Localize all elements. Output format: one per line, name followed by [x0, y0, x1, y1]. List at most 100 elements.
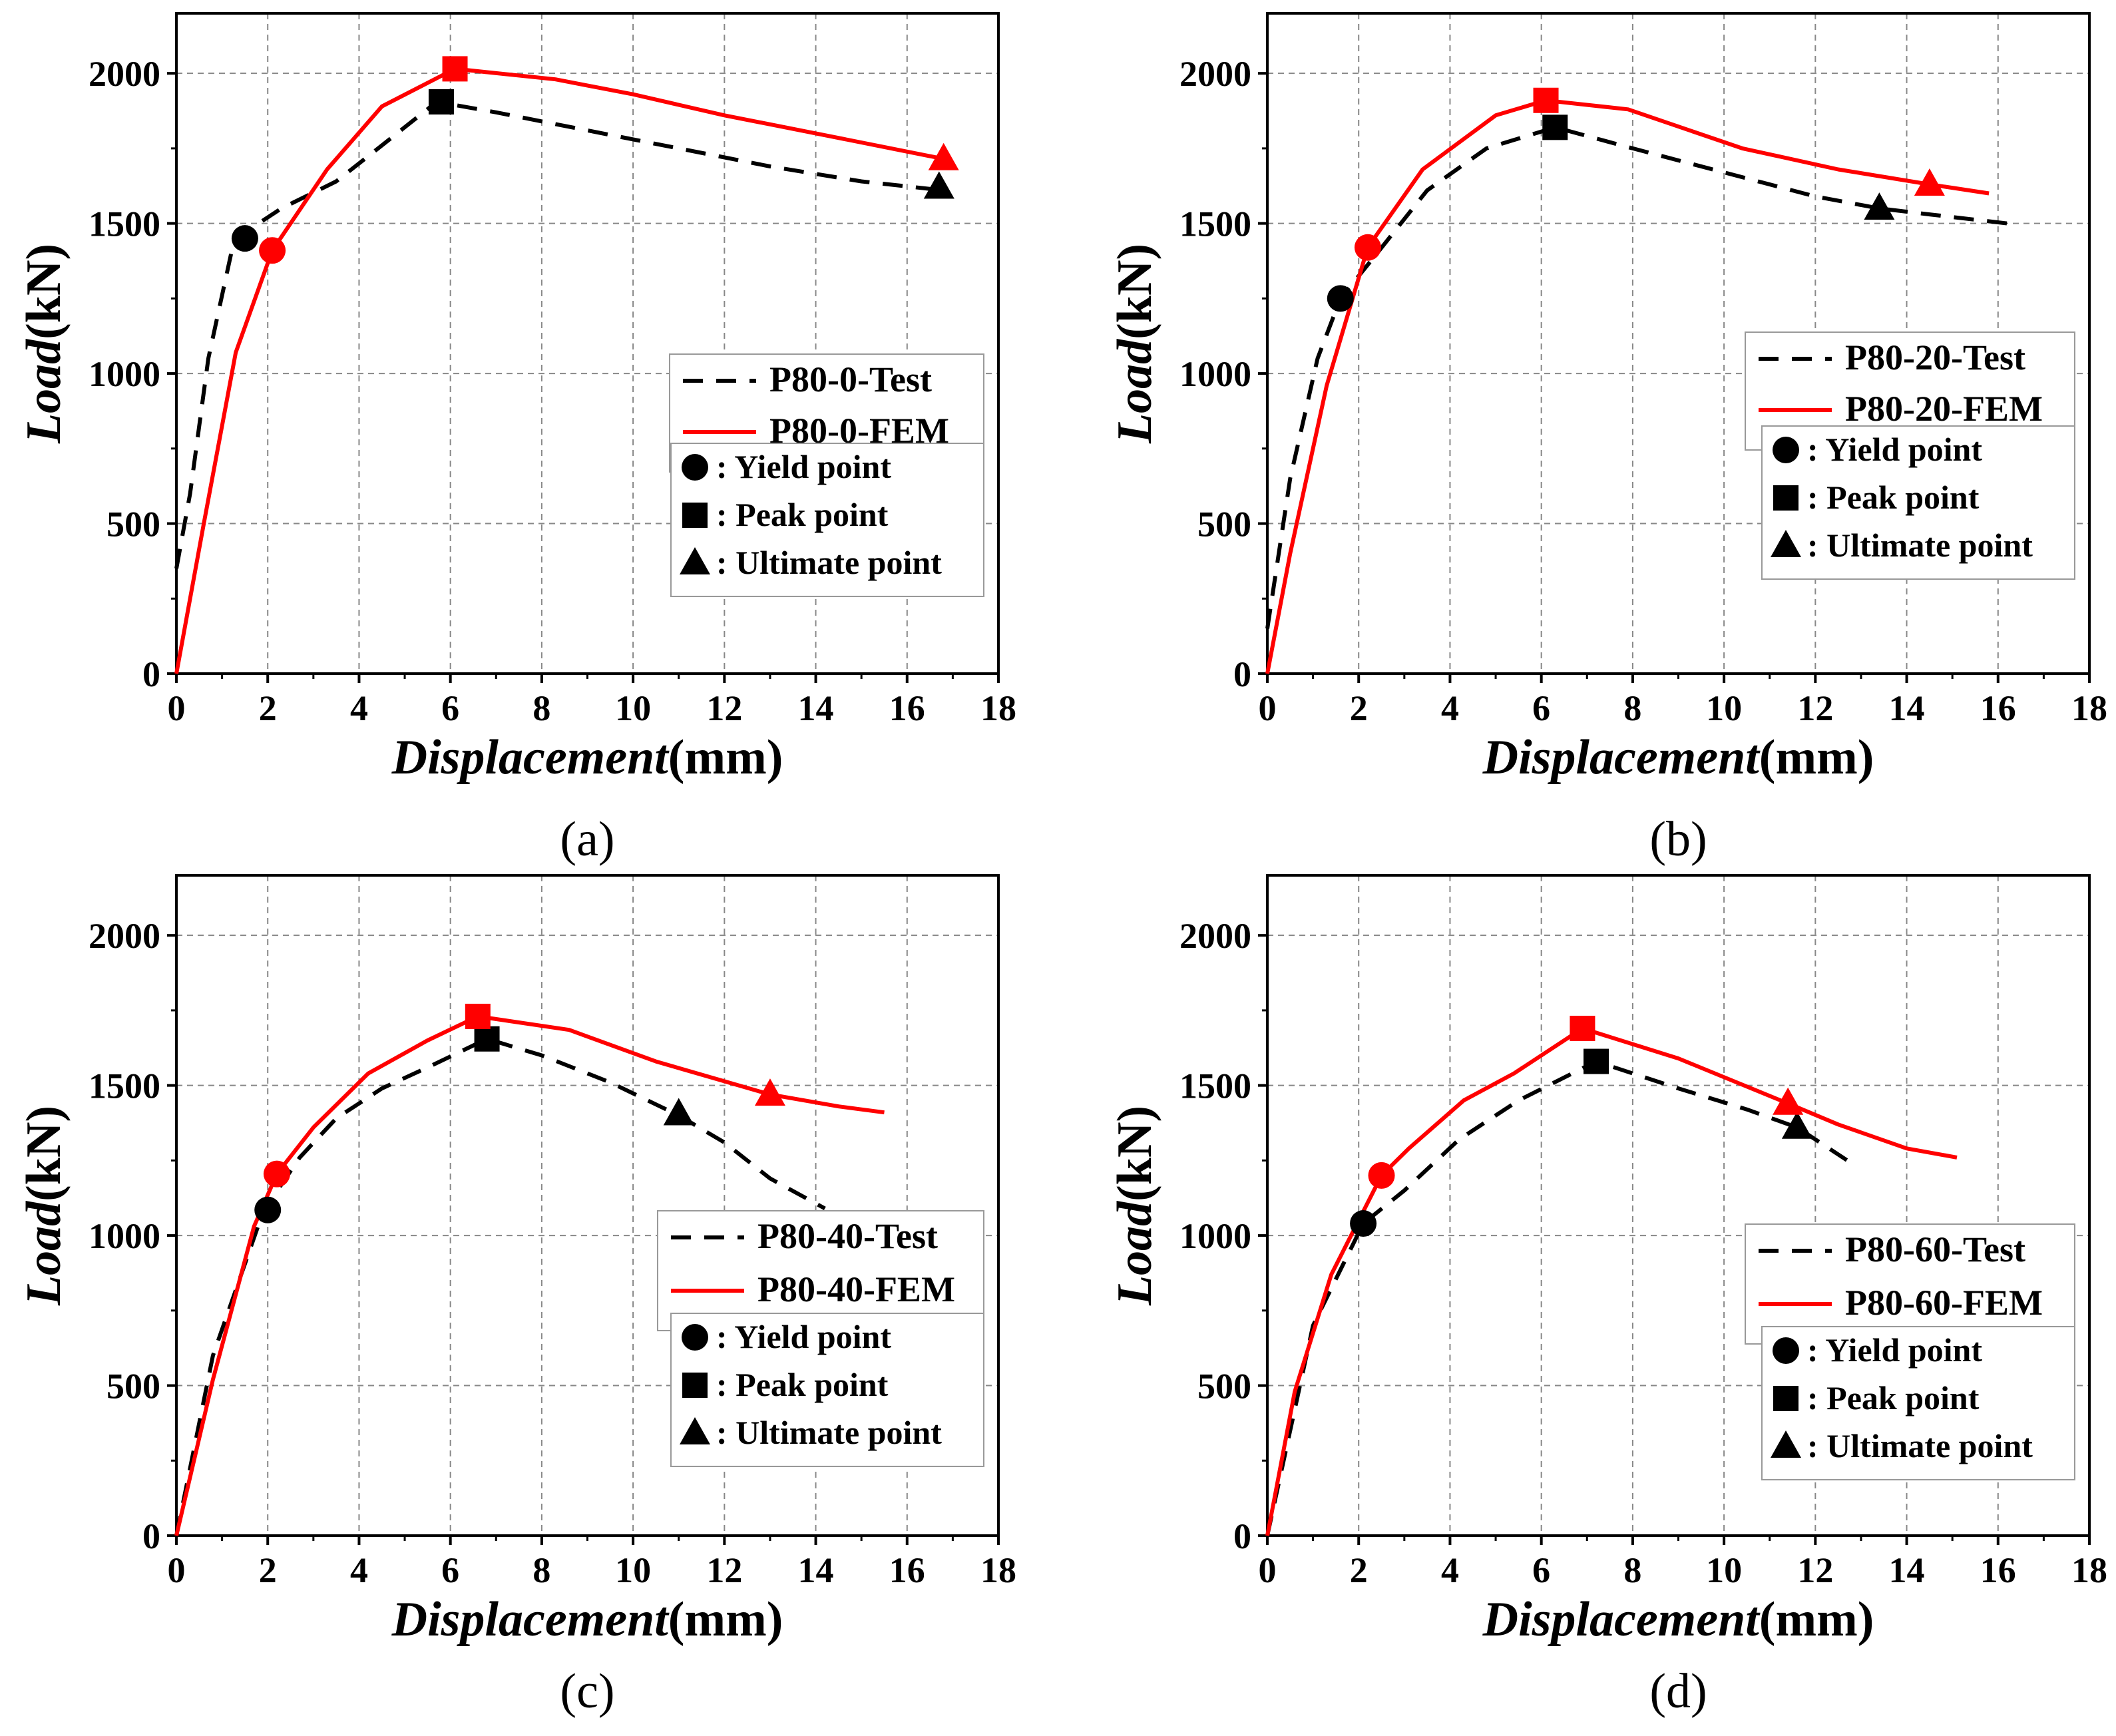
legend-yield-label: : Yield point: [1807, 1331, 1982, 1369]
peak-marker-fem: [442, 56, 468, 82]
legend-peak-marker: [682, 1373, 708, 1398]
legend-ultimate-label: : Ultimate point: [716, 544, 942, 581]
x-axis-label-italic: Displacement: [391, 1592, 670, 1647]
yield-marker-fem: [263, 1160, 290, 1188]
legend-label-test: P80-20-Test: [1845, 337, 2025, 377]
y-axis-label-italic: Load: [1108, 339, 1162, 444]
x-tick-label: 10: [1706, 688, 1742, 728]
peak-marker-test: [1584, 1048, 1609, 1074]
x-tick-label: 18: [2071, 1550, 2107, 1590]
y-tick-label: 1500: [1179, 1066, 1251, 1106]
legend-label-fem: P80-20-FEM: [1845, 389, 2043, 429]
x-tick-label: 4: [350, 688, 368, 728]
x-tick-label: 10: [615, 688, 651, 728]
x-tick-label: 6: [441, 1550, 459, 1590]
y-tick-label: 1500: [89, 204, 160, 244]
y-axis-label: Load(kN): [1108, 244, 1162, 444]
peak-marker-test: [474, 1026, 500, 1052]
legend-label-test: P80-0-Test: [769, 359, 932, 399]
panel-c: 0 2 4 6 8 10 12 14 16 18 0 500 1000 1500 2000 Displacem…: [17, 874, 1016, 1719]
y-axis-label: Load(kN): [17, 1106, 71, 1306]
y-tick-label: 0: [1233, 654, 1251, 694]
ultimate-marker-test: [923, 171, 954, 199]
x-tick-label: 10: [1706, 1550, 1742, 1590]
ultimate-marker-fem: [1914, 168, 1945, 196]
y-tick-label: 1000: [1179, 354, 1251, 394]
x-tick-label: 16: [1980, 1550, 2016, 1590]
x-axis-label: Displacement(mm): [1482, 730, 1874, 785]
x-axis-label-italic: Displacement: [1482, 1592, 1761, 1647]
legend-label-fem: P80-60-FEM: [1845, 1283, 2043, 1323]
ultimate-marker-fem: [928, 142, 959, 170]
peak-marker-test: [1542, 114, 1568, 140]
legend-yield-marker: [1773, 437, 1799, 463]
y-axis-label-unit: (kN): [17, 244, 71, 339]
y-axis-label-italic: Load: [1108, 1201, 1162, 1306]
legend-label-test: P80-60-Test: [1845, 1229, 2025, 1269]
panel-b: 0 2 4 6 8 10 12 14 16 18 0 500 1000 1500 2000 Displacem…: [1108, 12, 2107, 867]
x-tick-label: 14: [798, 688, 834, 728]
series-line-fem: [174, 67, 945, 674]
x-axis-label-unit: (mm): [1759, 730, 1874, 785]
series-line-fem: [1265, 98, 1990, 674]
x-tick-label: 18: [2071, 688, 2107, 728]
ultimate-marker-fem: [1773, 1087, 1804, 1115]
yield-marker-test: [231, 225, 258, 252]
yield-marker-fem: [1368, 1162, 1395, 1189]
x-tick-label: 12: [1797, 688, 1833, 728]
yield-marker-test: [1327, 285, 1354, 312]
legend-peak-label: : Peak point: [716, 1366, 889, 1403]
legend-peak-label: : Peak point: [1807, 1379, 1980, 1416]
x-tick-label: 6: [441, 688, 459, 728]
panel-caption: (a): [560, 812, 614, 867]
panel-a: 0 2 4 6 8 10 12 14 16 18 0 500 1000 1500 2000 Displacem…: [17, 12, 1016, 867]
legend-ultimate-marker: [680, 1417, 710, 1444]
legend-peak-label: : Peak point: [1807, 479, 1980, 516]
x-tick-label: 8: [532, 1550, 550, 1590]
series-line-test: [1265, 125, 2008, 629]
x-tick-label: 0: [1259, 688, 1277, 728]
x-tick-label: 0: [168, 1550, 186, 1590]
y-tick-label: 1000: [89, 1216, 160, 1256]
legend-ultimate-marker: [1771, 530, 1801, 557]
x-tick-label: 2: [1350, 688, 1368, 728]
yield-marker-test: [254, 1196, 282, 1223]
legend-yield-marker: [1773, 1337, 1799, 1364]
x-tick-label: 18: [980, 688, 1016, 728]
legend-label-fem: P80-40-FEM: [757, 1269, 955, 1309]
x-tick-label: 8: [532, 688, 550, 728]
x-axis-label-unit: (mm): [668, 1592, 783, 1647]
ultimate-marker-test: [663, 1098, 694, 1126]
x-axis-label: Displacement(mm): [391, 730, 783, 785]
yield-marker-fem: [259, 237, 286, 264]
series-legend: [657, 1210, 984, 1331]
series-legend: [1745, 1223, 2075, 1345]
x-tick-label: 0: [168, 688, 186, 728]
x-axis-label: Displacement(mm): [1482, 1592, 1874, 1647]
legend-ultimate-marker: [1771, 1430, 1801, 1458]
marker-legend: [670, 443, 984, 597]
yield-marker-fem: [1354, 234, 1381, 261]
y-tick-label: 0: [1233, 1516, 1251, 1556]
yield-marker-test: [1350, 1210, 1377, 1237]
x-tick-label: 6: [1532, 1550, 1550, 1590]
legend-yield-marker: [682, 1324, 708, 1351]
x-tick-label: 6: [1532, 688, 1550, 728]
y-tick-label: 2000: [1179, 916, 1251, 956]
ultimate-marker-fem: [754, 1078, 785, 1106]
y-axis-label-unit: (kN): [1108, 244, 1162, 339]
peak-marker-fem: [465, 1003, 491, 1029]
y-axis-label: Load(kN): [17, 244, 71, 444]
legend-yield-marker: [682, 454, 708, 481]
x-tick-label: 2: [259, 1550, 277, 1590]
peak-marker-fem: [1533, 87, 1559, 113]
x-tick-label: 8: [1623, 688, 1641, 728]
x-axis-label-italic: Displacement: [391, 730, 670, 785]
y-tick-label: 0: [142, 654, 160, 694]
y-axis-label-unit: (kN): [1108, 1106, 1162, 1201]
y-tick-label: 1500: [89, 1066, 160, 1106]
y-tick-label: 2000: [89, 916, 160, 956]
y-tick-label: 2000: [1179, 54, 1251, 94]
legend-peak-marker: [1773, 1386, 1799, 1411]
